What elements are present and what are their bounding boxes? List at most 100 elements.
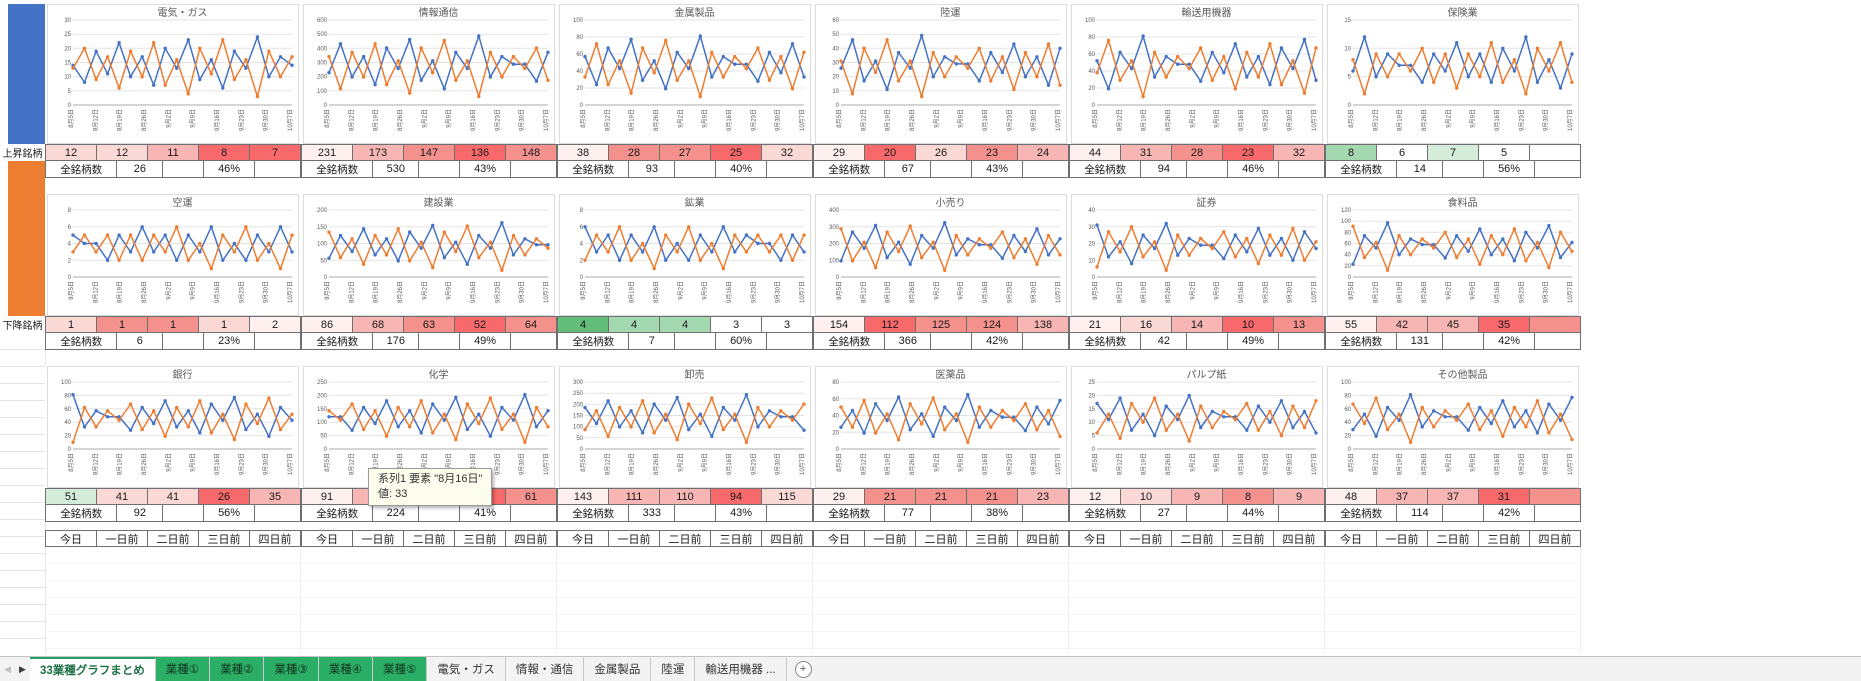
line-chart-15[interactable]: 卸売 0 50 100 150 200 250 300 8月5日 8月12日 8月19日 8月26日 9… <box>559 366 811 488</box>
totals-label[interactable]: 全銘柄数 <box>558 505 630 522</box>
heat-cell[interactable]: 7 <box>1428 145 1479 161</box>
sheet-tab[interactable]: 33業種グラフまとめ <box>30 657 156 681</box>
total-count[interactable]: 530 <box>373 161 420 178</box>
today-percent[interactable]: 41% <box>460 505 512 522</box>
heat-cell[interactable]: 48 <box>1326 489 1377 505</box>
heat-cell[interactable]: 16 <box>1121 317 1172 333</box>
heat-cell[interactable]: 3 <box>711 317 762 333</box>
sheet-tab[interactable]: 輸送用機器 ... <box>695 657 787 681</box>
heat-cell[interactable]: 41 <box>97 489 148 505</box>
heat-cell[interactable]: 37 <box>1377 489 1428 505</box>
total-count[interactable]: 26 <box>117 161 164 178</box>
heat-cell[interactable]: 5 <box>1479 145 1530 161</box>
today-percent[interactable]: 23% <box>204 333 256 350</box>
totals-label[interactable]: 全銘柄数 <box>1070 333 1142 350</box>
today-percent[interactable]: 43% <box>716 505 768 522</box>
totals-label[interactable]: 全銘柄数 <box>1326 161 1398 178</box>
time-header-cell[interactable]: 一日前 <box>609 531 660 547</box>
today-percent[interactable]: 49% <box>460 333 512 350</box>
heat-cell[interactable]: 12 <box>1070 489 1121 505</box>
heat-cell[interactable]: 28 <box>1172 145 1223 161</box>
rising-color-block[interactable] <box>8 4 45 144</box>
total-count[interactable]: 27 <box>1141 505 1188 522</box>
today-percent[interactable]: 60% <box>716 333 768 350</box>
line-chart-6[interactable]: 保険業 0 5 10 15 8月5日 8月12日 8月19日 8月26日 9月2日 9月9日 9月16… <box>1327 4 1579 144</box>
time-header-cell[interactable]: 二日前 <box>660 531 711 547</box>
heat-cell[interactable]: 45 <box>1428 317 1479 333</box>
heat-cell[interactable]: 111 <box>609 489 660 505</box>
heat-cell[interactable] <box>1530 317 1581 333</box>
heat-cell[interactable]: 52 <box>455 317 506 333</box>
empty-cell[interactable] <box>1279 505 1325 522</box>
total-count[interactable]: 114 <box>1397 505 1444 522</box>
heat-cell[interactable]: 68 <box>353 317 404 333</box>
heat-cell[interactable]: 9 <box>1274 489 1325 505</box>
time-header-cell[interactable]: 今日 <box>558 531 609 547</box>
chart-cell[interactable]: 鉱業 0 2 4 6 8 8月5日 8月12日 8月19日 8月26日 9月2日 9月9日 9月16日 9… <box>557 194 813 316</box>
empty-cell[interactable] <box>1023 161 1069 178</box>
heat-cell[interactable]: 21 <box>865 489 916 505</box>
heat-cell[interactable]: 1 <box>46 317 97 333</box>
empty-cell[interactable] <box>1023 333 1069 350</box>
heat-cell[interactable]: 38 <box>558 145 609 161</box>
heat-cell[interactable]: 12 <box>46 145 97 161</box>
chart-cell[interactable]: パルプ紙 0 5 10 15 20 25 8月5日 8月12日 8月19日 8月26日 9月2日 9月9… <box>1069 366 1325 488</box>
heat-cell[interactable]: 8 <box>1326 145 1377 161</box>
time-header-cell[interactable]: 二日前 <box>148 531 199 547</box>
today-percent[interactable]: 49% <box>1228 333 1280 350</box>
time-header-cell[interactable]: 四日前 <box>1274 531 1325 547</box>
heat-cell[interactable]: 42 <box>1377 317 1428 333</box>
empty-cell[interactable] <box>1535 505 1581 522</box>
empty-cell[interactable] <box>511 505 557 522</box>
total-count[interactable]: 92 <box>117 505 164 522</box>
totals-label[interactable]: 全銘柄数 <box>1070 505 1142 522</box>
today-percent[interactable]: 42% <box>1484 333 1536 350</box>
empty-cell[interactable] <box>163 333 205 350</box>
time-header-cell[interactable]: 二日前 <box>1172 531 1223 547</box>
heat-cell[interactable]: 21 <box>967 489 1018 505</box>
chart-cell[interactable]: 保険業 0 5 10 15 8月5日 8月12日 8月19日 8月26日 9月2日 9月9日 9月16… <box>1325 4 1581 144</box>
heat-cell[interactable]: 12 <box>97 145 148 161</box>
totals-label[interactable]: 全銘柄数 <box>1070 161 1142 178</box>
total-count[interactable]: 333 <box>629 505 676 522</box>
empty-cell[interactable] <box>1187 161 1229 178</box>
chart-cell[interactable]: 医薬品 0 20 40 60 80 8月5日 8月12日 8月19日 8月26日 9月2日 9月9日 9… <box>813 366 1069 488</box>
sheet-tab[interactable]: 金属製品 <box>584 657 652 681</box>
line-chart-14[interactable]: 化学 0 50 100 150 200 250 8月5日 8月12日 8月19日 8月26日 9月2日… <box>303 366 555 488</box>
empty-cell[interactable] <box>163 161 205 178</box>
totals-label[interactable]: 全銘柄数 <box>814 161 886 178</box>
heat-cell[interactable]: 21 <box>916 489 967 505</box>
time-header-cell[interactable]: 二日前 <box>404 531 455 547</box>
chart-cell[interactable]: 空運 0 2 4 6 8 8月5日 8月12日 8月19日 8月26日 9月2日 9月9日 9月16日 9… <box>45 194 301 316</box>
totals-label[interactable]: 全銘柄数 <box>1326 505 1398 522</box>
empty-cell[interactable] <box>675 505 717 522</box>
totals-label[interactable]: 全銘柄数 <box>814 333 886 350</box>
heat-cell[interactable]: 32 <box>762 145 813 161</box>
heat-cell[interactable]: 86 <box>302 317 353 333</box>
heat-cell[interactable]: 154 <box>814 317 865 333</box>
empty-cell[interactable] <box>1535 161 1581 178</box>
heat-cell[interactable]: 124 <box>967 317 1018 333</box>
chart-cell[interactable]: 小売り 0 100 200 300 400 8月5日 8月12日 8月19日 8月26日 9月2日 9… <box>813 194 1069 316</box>
heat-cell[interactable]: 27 <box>660 145 711 161</box>
line-chart-8[interactable]: 建設業 0 50 100 150 200 8月5日 8月12日 8月19日 8月26日 9月2日 9月… <box>303 194 555 316</box>
heat-cell[interactable]: 10 <box>1223 317 1274 333</box>
total-count[interactable]: 176 <box>373 333 420 350</box>
time-header-cell[interactable]: 三日前 <box>711 531 762 547</box>
line-chart-12[interactable]: 食料品 0 20 40 60 80 100 120 8月5日 8月12日 8月19日 8月26日 9月2… <box>1327 194 1579 316</box>
empty-cell[interactable] <box>1535 333 1581 350</box>
heat-cell[interactable]: 147 <box>404 145 455 161</box>
time-header-cell[interactable]: 三日前 <box>967 531 1018 547</box>
heat-cell[interactable]: 1 <box>97 317 148 333</box>
heat-cell[interactable]: 6 <box>1377 145 1428 161</box>
heat-cell[interactable]: 31 <box>1121 145 1172 161</box>
heat-cell[interactable]: 51 <box>46 489 97 505</box>
time-header-cell[interactable]: 一日前 <box>353 531 404 547</box>
empty-cell[interactable] <box>419 161 461 178</box>
total-count[interactable]: 93 <box>629 161 676 178</box>
heat-cell[interactable]: 138 <box>1018 317 1069 333</box>
time-header-cell[interactable]: 一日前 <box>1377 531 1428 547</box>
time-header-cell[interactable]: 四日前 <box>762 531 813 547</box>
empty-cell[interactable] <box>931 333 973 350</box>
empty-cell[interactable] <box>1187 505 1229 522</box>
